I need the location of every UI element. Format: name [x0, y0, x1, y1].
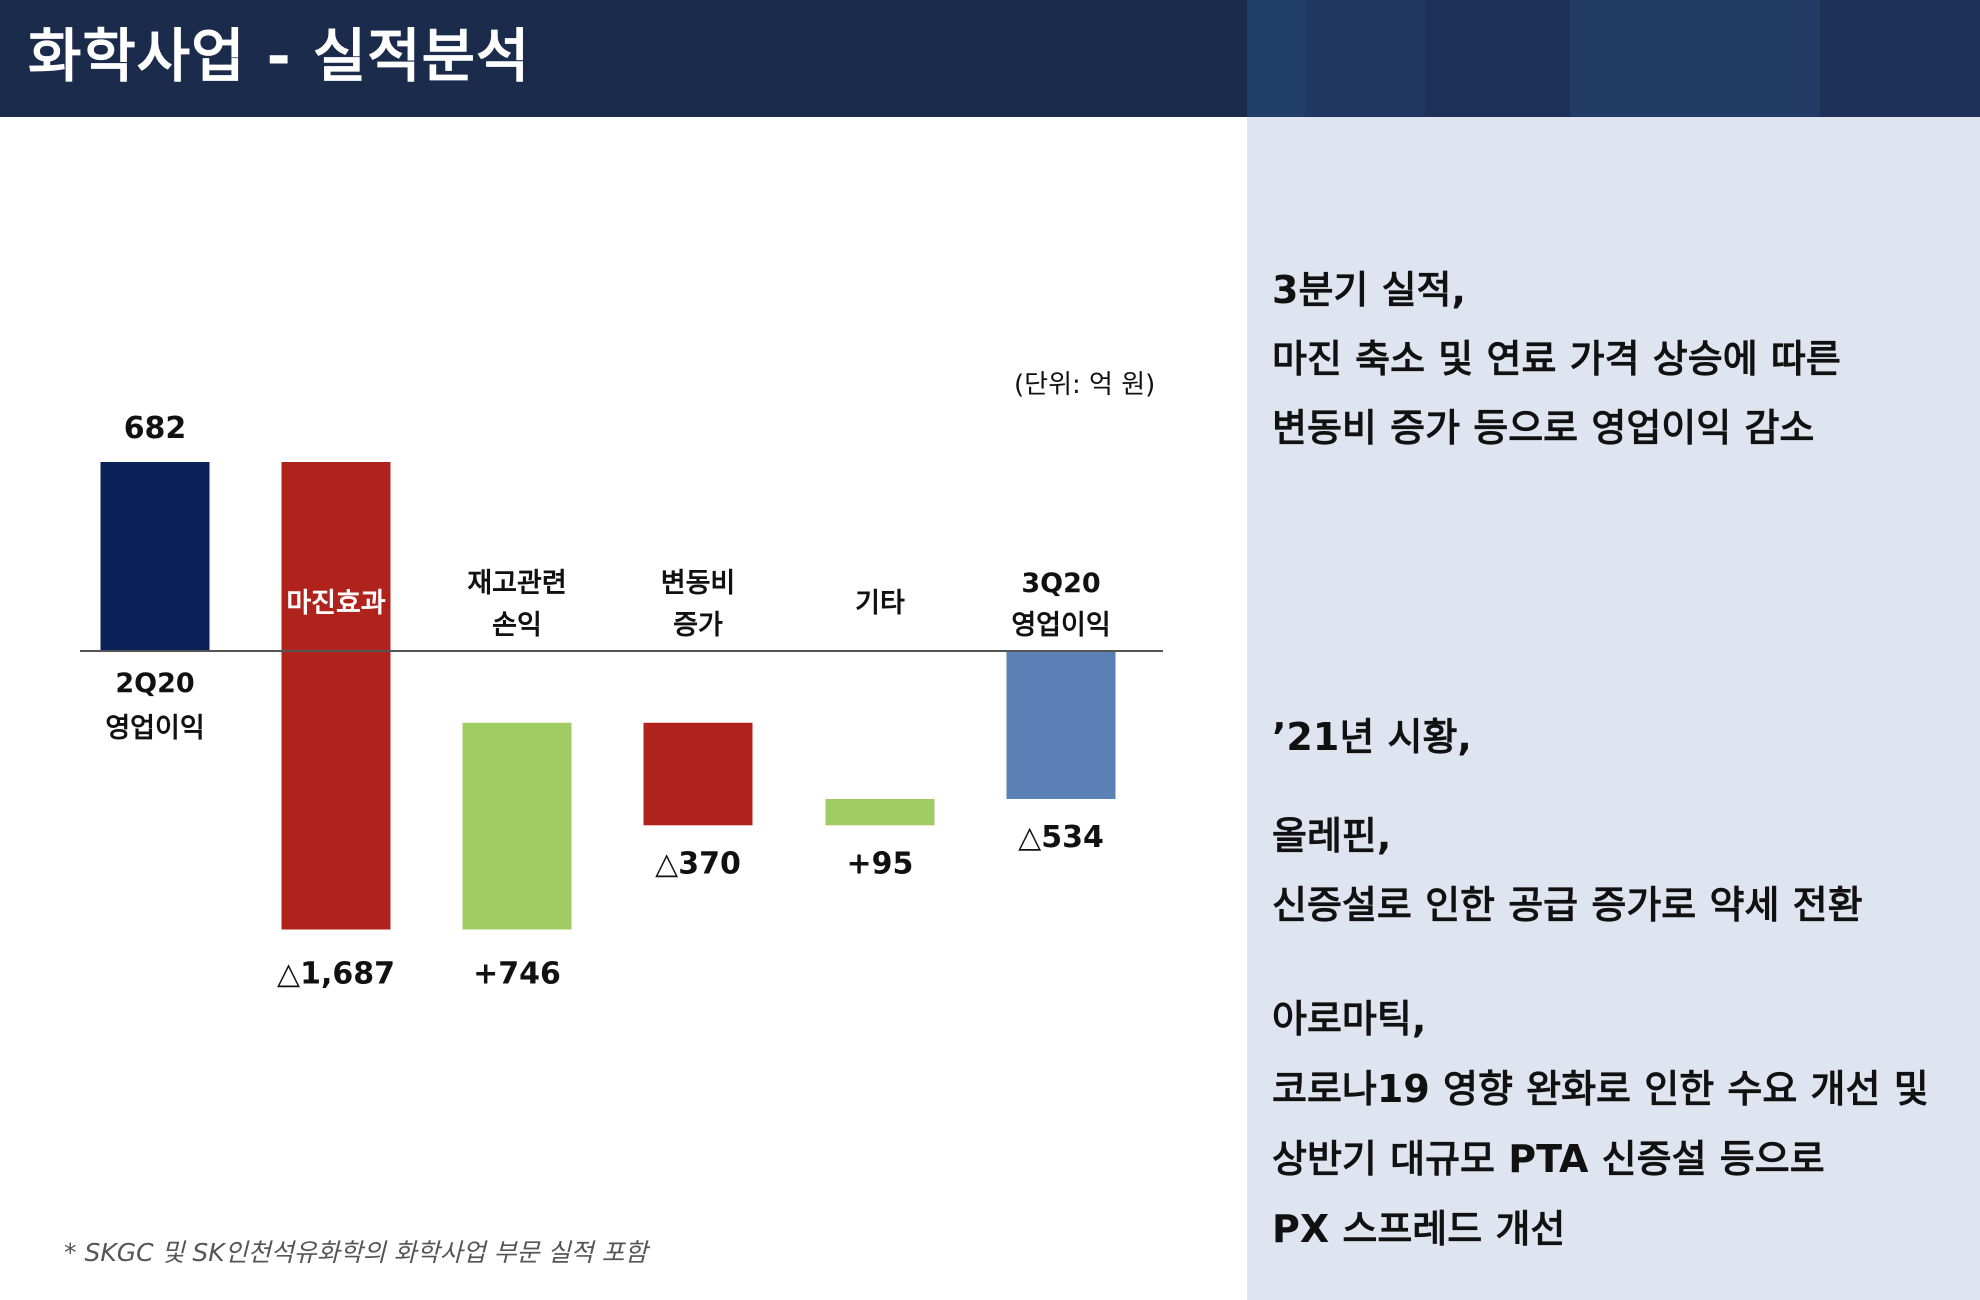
bar-2: [281, 462, 391, 930]
outlook-title: ’21년 시황,: [1272, 715, 1472, 759]
aromatic-line: 코로나19 영향 완화로 인한 수요 개선 및: [1272, 1067, 1929, 1111]
value-label: △1,687: [277, 957, 395, 992]
header-stripe: [1305, 0, 1425, 117]
category-label: 영업이익: [1011, 610, 1110, 641]
bar-6: [1006, 651, 1116, 799]
value-label: +95: [847, 846, 914, 881]
value-label: 682: [124, 411, 187, 446]
aromatic-title: 아로마틱,: [1272, 997, 1427, 1041]
chart-unit-label: (단위: 억 원): [1014, 370, 1156, 400]
value-label: △534: [1018, 820, 1104, 855]
q3-summary-line: 마진 축소 및 연료 가격 상승에 따른: [1272, 337, 1841, 381]
summary-panel: [1247, 117, 1980, 1300]
bar-3: [462, 722, 572, 930]
bar-1: [100, 462, 210, 651]
category-label: 영업이익: [105, 713, 204, 744]
page-title: 화학사업 - 실적분석: [28, 22, 531, 90]
aromatic-line: 상반기 대규모 PTA 신증설 등으로: [1272, 1137, 1825, 1181]
footnote: * SKGC 및 SK인천석유화학의 화학사업 부문 실적 포함: [64, 1238, 648, 1267]
header-bar: 화학사업 - 실적분석: [0, 0, 1980, 117]
aromatic-line: PX 스프레드 개선: [1272, 1207, 1566, 1251]
olefin-title: 올레핀,: [1272, 814, 1392, 858]
bar-4: [643, 722, 753, 826]
header-stripe: [1247, 0, 1305, 117]
category-label: 기타: [855, 588, 905, 619]
value-label: △370: [655, 846, 741, 881]
category-label: 마진효과: [286, 588, 386, 619]
category-label: 2Q20: [115, 668, 194, 699]
header-stripe: [1570, 0, 1820, 117]
category-label: 재고관련: [467, 568, 566, 599]
waterfall-chart: 682 △1,687 +746 △370 +95 △534 2Q20 영업이익 마진효과 재고관련…: [80, 411, 1163, 992]
bar-5: [825, 798, 935, 826]
header-stripe: [1820, 0, 1980, 117]
olefin-text: 신증설로 인한 공급 증가로 약세 전환: [1272, 883, 1863, 927]
category-label: 증가: [673, 610, 723, 641]
value-label: +746: [473, 957, 561, 992]
category-label: 변동비: [661, 568, 736, 599]
category-label: 3Q20: [1021, 568, 1100, 599]
header-stripe: [1425, 0, 1570, 117]
category-label: 손익: [492, 610, 542, 641]
q3-summary-line: 변동비 증가 등으로 영업이익 감소: [1272, 406, 1815, 450]
q3-summary-line: 3분기 실적,: [1272, 268, 1466, 312]
